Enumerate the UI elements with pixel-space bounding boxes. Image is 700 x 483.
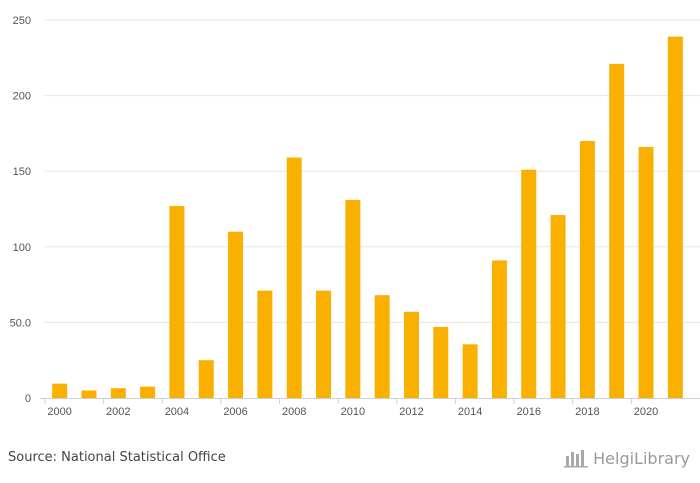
bar-2018[interactable]: [579, 140, 595, 398]
x-tick-label: 2020: [634, 406, 658, 418]
bar-2000[interactable]: [52, 383, 68, 398]
y-tick-label: 100: [13, 242, 31, 254]
x-tick-label: 2008: [282, 406, 306, 418]
y-tick-label: 0: [25, 393, 31, 405]
bar-2010[interactable]: [345, 199, 361, 398]
x-tick-label: 2016: [517, 406, 541, 418]
y-axis: 0 50.0 100 150 200 250: [10, 15, 31, 405]
bar-2017[interactable]: [550, 215, 566, 398]
x-axis: 2000 2002 2004 2006 2008 2010 2012 2014 2016 2018…: [40, 398, 700, 418]
bar-2008[interactable]: [286, 157, 302, 398]
x-tick-label: 2014: [458, 406, 482, 418]
bars: [52, 36, 683, 399]
bar-2002[interactable]: [110, 388, 126, 398]
bar-2019[interactable]: [609, 63, 625, 399]
bar-2003[interactable]: [140, 386, 156, 398]
bar-2005[interactable]: [198, 360, 214, 398]
bar-2013[interactable]: [433, 326, 449, 398]
x-tick-label: 2006: [223, 406, 247, 418]
x-tick-label: 2010: [341, 406, 365, 418]
bar-2009[interactable]: [316, 290, 332, 398]
bar-2016[interactable]: [521, 169, 537, 398]
bar-2012[interactable]: [403, 311, 419, 398]
x-tick-label: 2012: [399, 406, 423, 418]
y-tick-label: 200: [13, 91, 31, 103]
gridlines: [45, 19, 700, 323]
bar-2011[interactable]: [374, 295, 390, 398]
y-tick-label: 50.0: [10, 317, 31, 329]
x-tick-label: 2002: [106, 406, 130, 418]
bar-2014[interactable]: [462, 344, 478, 398]
bar-2007[interactable]: [257, 290, 273, 398]
bar-2004[interactable]: [169, 205, 185, 398]
helgi-library-logo-icon: [564, 450, 589, 468]
bar-chart: 2000 2002 2004 2006 2008 2010 2012 2014 2016 2018…: [10, 15, 700, 418]
x-tick-label: 2004: [165, 406, 189, 418]
bar-2001[interactable]: [81, 390, 97, 398]
brand-logo[interactable]: HelgiLibrary: [564, 448, 690, 468]
bar-2006[interactable]: [228, 231, 244, 398]
bar-2021[interactable]: [667, 36, 683, 399]
bar-2015[interactable]: [491, 260, 507, 398]
bar-2020[interactable]: [638, 147, 654, 398]
y-tick-label: 250: [13, 15, 31, 27]
x-tick-label: 2018: [575, 406, 599, 418]
brand-name: HelgiLibrary: [593, 448, 690, 468]
y-tick-label: 150: [13, 166, 31, 178]
x-tick-label: 2000: [47, 406, 71, 418]
source-note: Source: National Statistical Office: [8, 450, 226, 465]
